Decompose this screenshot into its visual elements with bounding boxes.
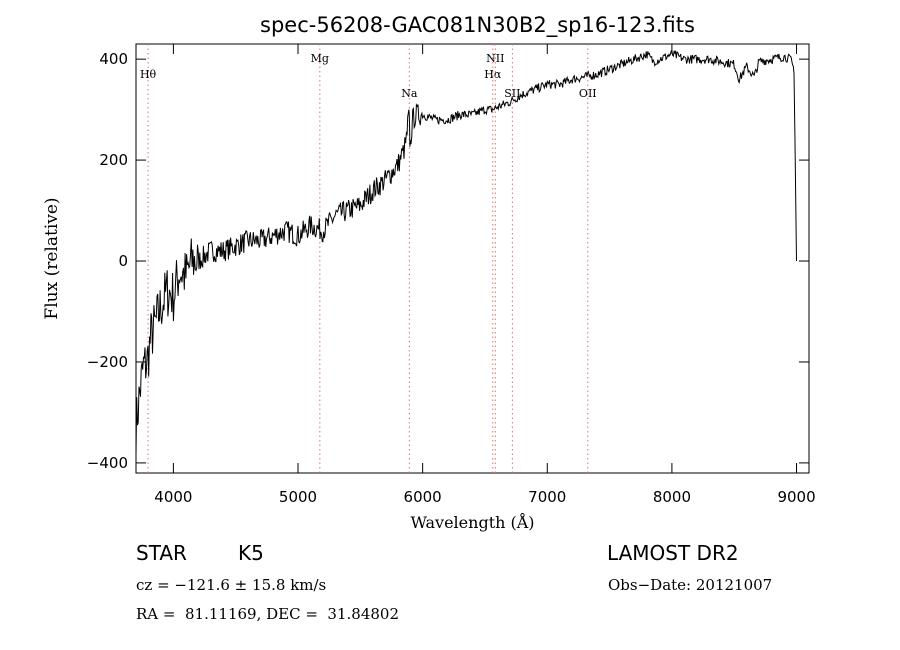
x-tick-label: 6000 bbox=[404, 488, 442, 506]
plot-frame bbox=[135, 43, 810, 474]
survey-name: LAMOST DR2 bbox=[607, 541, 739, 565]
line-marker-label: Hα bbox=[484, 68, 502, 81]
x-tick-label: 4000 bbox=[154, 488, 192, 506]
x-axis-label: Wavelength (Å) bbox=[410, 512, 534, 532]
x-tick-label: 9000 bbox=[777, 488, 815, 506]
redshift-velocity: cz = −121.6 ± 15.8 km/s bbox=[136, 576, 327, 594]
y-tick-label: 200 bbox=[99, 151, 128, 169]
x-tick-label: 5000 bbox=[279, 488, 317, 506]
y-tick-label: 0 bbox=[118, 252, 128, 270]
line-marker-label: NII bbox=[486, 52, 504, 65]
line-marker-label: Na bbox=[401, 87, 418, 100]
line-marker-label: Hθ bbox=[140, 68, 157, 81]
y-tick-label: −400 bbox=[87, 454, 128, 472]
x-tick-label: 8000 bbox=[653, 488, 691, 506]
x-tick-label: 7000 bbox=[528, 488, 566, 506]
spectrum-line bbox=[135, 49, 797, 456]
y-tick-label: 400 bbox=[99, 50, 128, 68]
spectral-subclass: K5 bbox=[238, 541, 264, 565]
coordinates: RA = 81.11169, DEC = 31.84802 bbox=[136, 605, 400, 623]
line-marker-label: SII bbox=[504, 87, 520, 100]
object-type: STAR bbox=[136, 541, 187, 565]
y-tick-label: −200 bbox=[87, 353, 128, 371]
observation-date: Obs−Date: 20121007 bbox=[608, 576, 773, 594]
line-marker-label: OII bbox=[579, 87, 597, 100]
chart-title: spec-56208-GAC081N30B2_sp16-123.fits bbox=[260, 13, 695, 38]
line-marker-label: Mg bbox=[311, 52, 329, 65]
y-axis-label: Flux (relative) bbox=[42, 197, 62, 319]
